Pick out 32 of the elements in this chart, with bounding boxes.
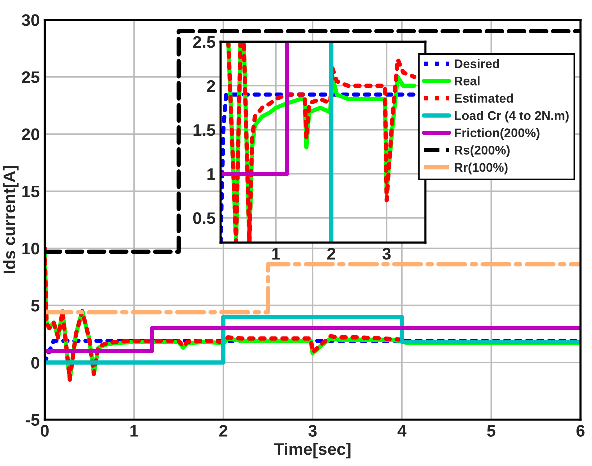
x-tick-label: 6 [576,425,585,437]
y-tick-label: 5 [31,300,40,312]
y-tick-label: 1 [208,168,216,180]
x-tick-label: 3 [382,248,391,260]
legend-label: Friction(200%) [455,128,540,140]
y-tick-label: 15 [22,186,40,198]
y-tick-label: 0.5 [193,212,216,224]
legend-label: Estimated [455,94,514,103]
x-tick-label: 5 [487,425,496,437]
y-tick-label: 0 [32,357,40,369]
x-tick-label: 2 [327,248,336,260]
y-tick-label: 1.5 [194,124,216,136]
legend-label: Rs(200%) [455,146,510,158]
y-tick-label: 10 [22,242,40,255]
x-tick-label: 1 [272,248,280,260]
x-axis-title: Time[sec] [274,443,351,459]
x-tick-label: 3 [308,425,317,437]
x-tick-label: 0 [41,425,49,437]
y-tick-label: 20 [22,128,40,140]
legend-label: Rr(100%) [455,162,508,175]
y-tick-label: 2 [207,80,216,92]
y-tick-label: 2.5 [193,36,216,48]
x-tick-label: 1 [130,425,138,437]
legend-label: Load Cr (4 to 2N.m) [455,111,569,123]
x-tick-label: 4 [398,425,407,437]
legend-label: Real [455,76,480,86]
y-tick-label: 25 [22,72,40,84]
y-tick-label: 30 [22,14,40,26]
legend-label: Desired [455,59,500,68]
y-axis-title: Ids current[A] [3,166,19,274]
y-tick-label: -5 [26,414,40,426]
x-tick-label: 2 [220,425,228,437]
